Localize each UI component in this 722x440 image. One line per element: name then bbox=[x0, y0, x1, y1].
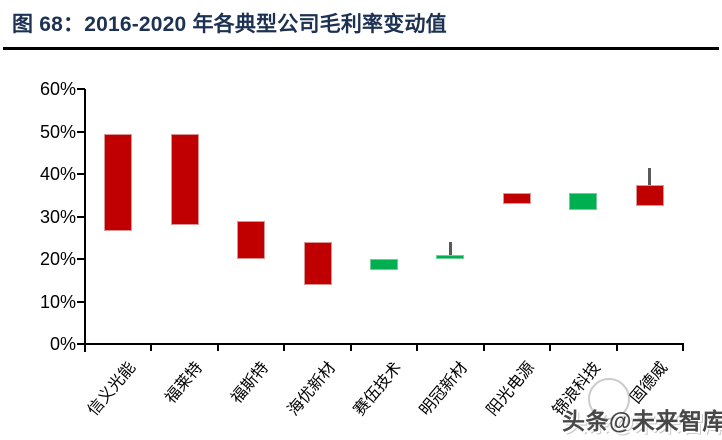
x-axis-tick bbox=[349, 344, 352, 351]
x-axis-category-label: 阳光电源 bbox=[483, 359, 539, 420]
x-axis-line bbox=[84, 343, 684, 345]
x-axis-category-label: 海优新材 bbox=[284, 359, 339, 420]
x-axis-tick bbox=[416, 344, 419, 351]
candle-bar bbox=[569, 193, 598, 211]
y-axis-tick bbox=[77, 173, 85, 175]
x-axis-tick bbox=[549, 344, 552, 351]
y-axis-tick-label: 50% bbox=[39, 121, 76, 142]
watermark-logo-ring-icon bbox=[588, 378, 630, 420]
x-axis-category-label: 明冠新材 bbox=[417, 359, 472, 420]
y-axis-tick-label: 40% bbox=[39, 164, 76, 184]
x-axis-tick bbox=[615, 344, 618, 351]
x-axis-category-label: 福莱特 bbox=[161, 359, 206, 407]
y-axis-tick bbox=[77, 300, 85, 303]
candle-bar bbox=[237, 220, 266, 259]
y-axis-tick bbox=[77, 130, 85, 133]
x-axis-tick bbox=[482, 344, 485, 351]
candle-bar bbox=[502, 193, 531, 204]
y-axis-tick-label: 20% bbox=[39, 249, 76, 269]
candle-bar bbox=[104, 133, 133, 232]
x-axis-tick bbox=[216, 344, 219, 351]
x-axis-category-label: 赛伍技术 bbox=[350, 359, 406, 420]
candle-whisker bbox=[648, 167, 652, 185]
x-axis-category-label: 信义光能 bbox=[85, 359, 140, 420]
x-axis-tick bbox=[682, 344, 684, 351]
x-axis-tick bbox=[150, 344, 153, 351]
candle-bar bbox=[635, 184, 664, 206]
x-axis-tick bbox=[283, 344, 286, 351]
y-axis-tick bbox=[77, 258, 85, 260]
y-axis-tick-label: 0% bbox=[49, 334, 76, 354]
candle-bar bbox=[303, 242, 332, 285]
title-underline bbox=[3, 47, 719, 50]
candle-bar bbox=[370, 259, 398, 270]
y-axis-line bbox=[84, 89, 86, 352]
y-axis-tick bbox=[77, 88, 85, 90]
figure-title: 图 68：2016-2020 年各典型公司毛利率变动值 bbox=[12, 13, 447, 36]
y-axis-tick bbox=[77, 343, 85, 345]
y-axis-tick-label: 30% bbox=[39, 206, 76, 227]
watermark: 头条@未来智库 bbox=[560, 372, 722, 438]
y-axis-tick-label: 60% bbox=[39, 79, 76, 99]
candle-whisker bbox=[448, 242, 452, 255]
candle-bar bbox=[170, 133, 199, 225]
candle-bar bbox=[436, 254, 465, 259]
y-axis-tick bbox=[77, 215, 85, 218]
watermark-text: 头条@未来智库 bbox=[562, 408, 722, 434]
y-axis-tick-label: 10% bbox=[39, 291, 76, 312]
x-axis-category-label: 福斯特 bbox=[228, 359, 273, 407]
